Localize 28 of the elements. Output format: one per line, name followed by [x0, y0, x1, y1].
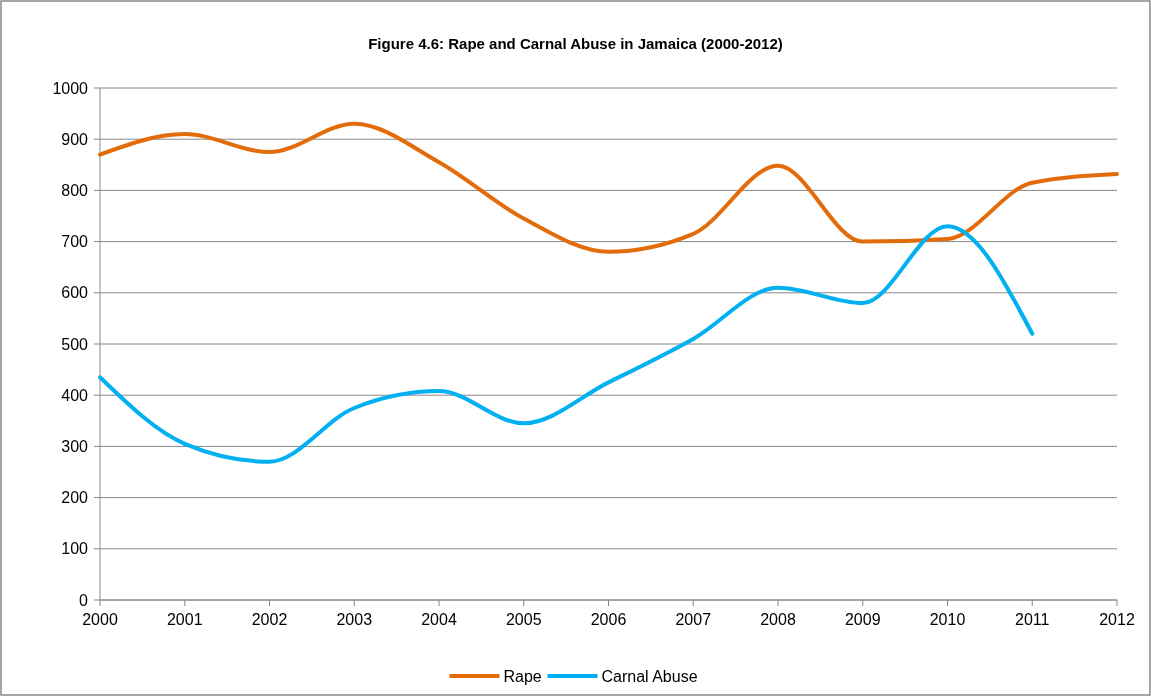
y-tick-label: 500 — [61, 335, 89, 353]
y-tick-label: 900 — [61, 130, 89, 148]
y-tick-label: 100 — [61, 540, 89, 558]
line-series — [98, 224, 1035, 464]
legend-label: Rape — [503, 667, 542, 685]
y-tick-label: 200 — [61, 489, 89, 507]
x-tick-label: 2005 — [505, 611, 542, 628]
x-tick-label: 2007 — [675, 611, 712, 628]
x-tick-label: 2012 — [1099, 611, 1135, 628]
x-tick-label: 2009 — [844, 611, 881, 628]
x-tick-label: 2006 — [590, 611, 627, 628]
x-tick-label: 2000 — [82, 611, 118, 628]
x-tick-label: 2003 — [336, 611, 373, 628]
x-tick-label: 2010 — [929, 611, 966, 628]
y-tick-label: 800 — [61, 182, 89, 199]
x-tick-label: 2002 — [251, 611, 288, 628]
y-tick-label: 300 — [61, 438, 89, 455]
y-tick-label: 700 — [61, 233, 89, 251]
x-tick-label: 2008 — [760, 611, 796, 628]
legend-label: Carnal Abuse — [601, 667, 698, 685]
x-tick-label: 2011 — [1015, 611, 1050, 628]
y-tick-label: 0 — [79, 591, 89, 609]
y-tick-label: 600 — [61, 284, 89, 302]
chart-title: Figure 4.6: Rape and Carnal Abuse in Jamaica (2000-2012) — [368, 35, 783, 52]
x-tick-label: 2004 — [421, 611, 457, 628]
y-tick-label: 1000 — [52, 79, 89, 97]
x-tick-label: 2001 — [166, 611, 203, 628]
y-tick-label: 400 — [61, 386, 89, 404]
